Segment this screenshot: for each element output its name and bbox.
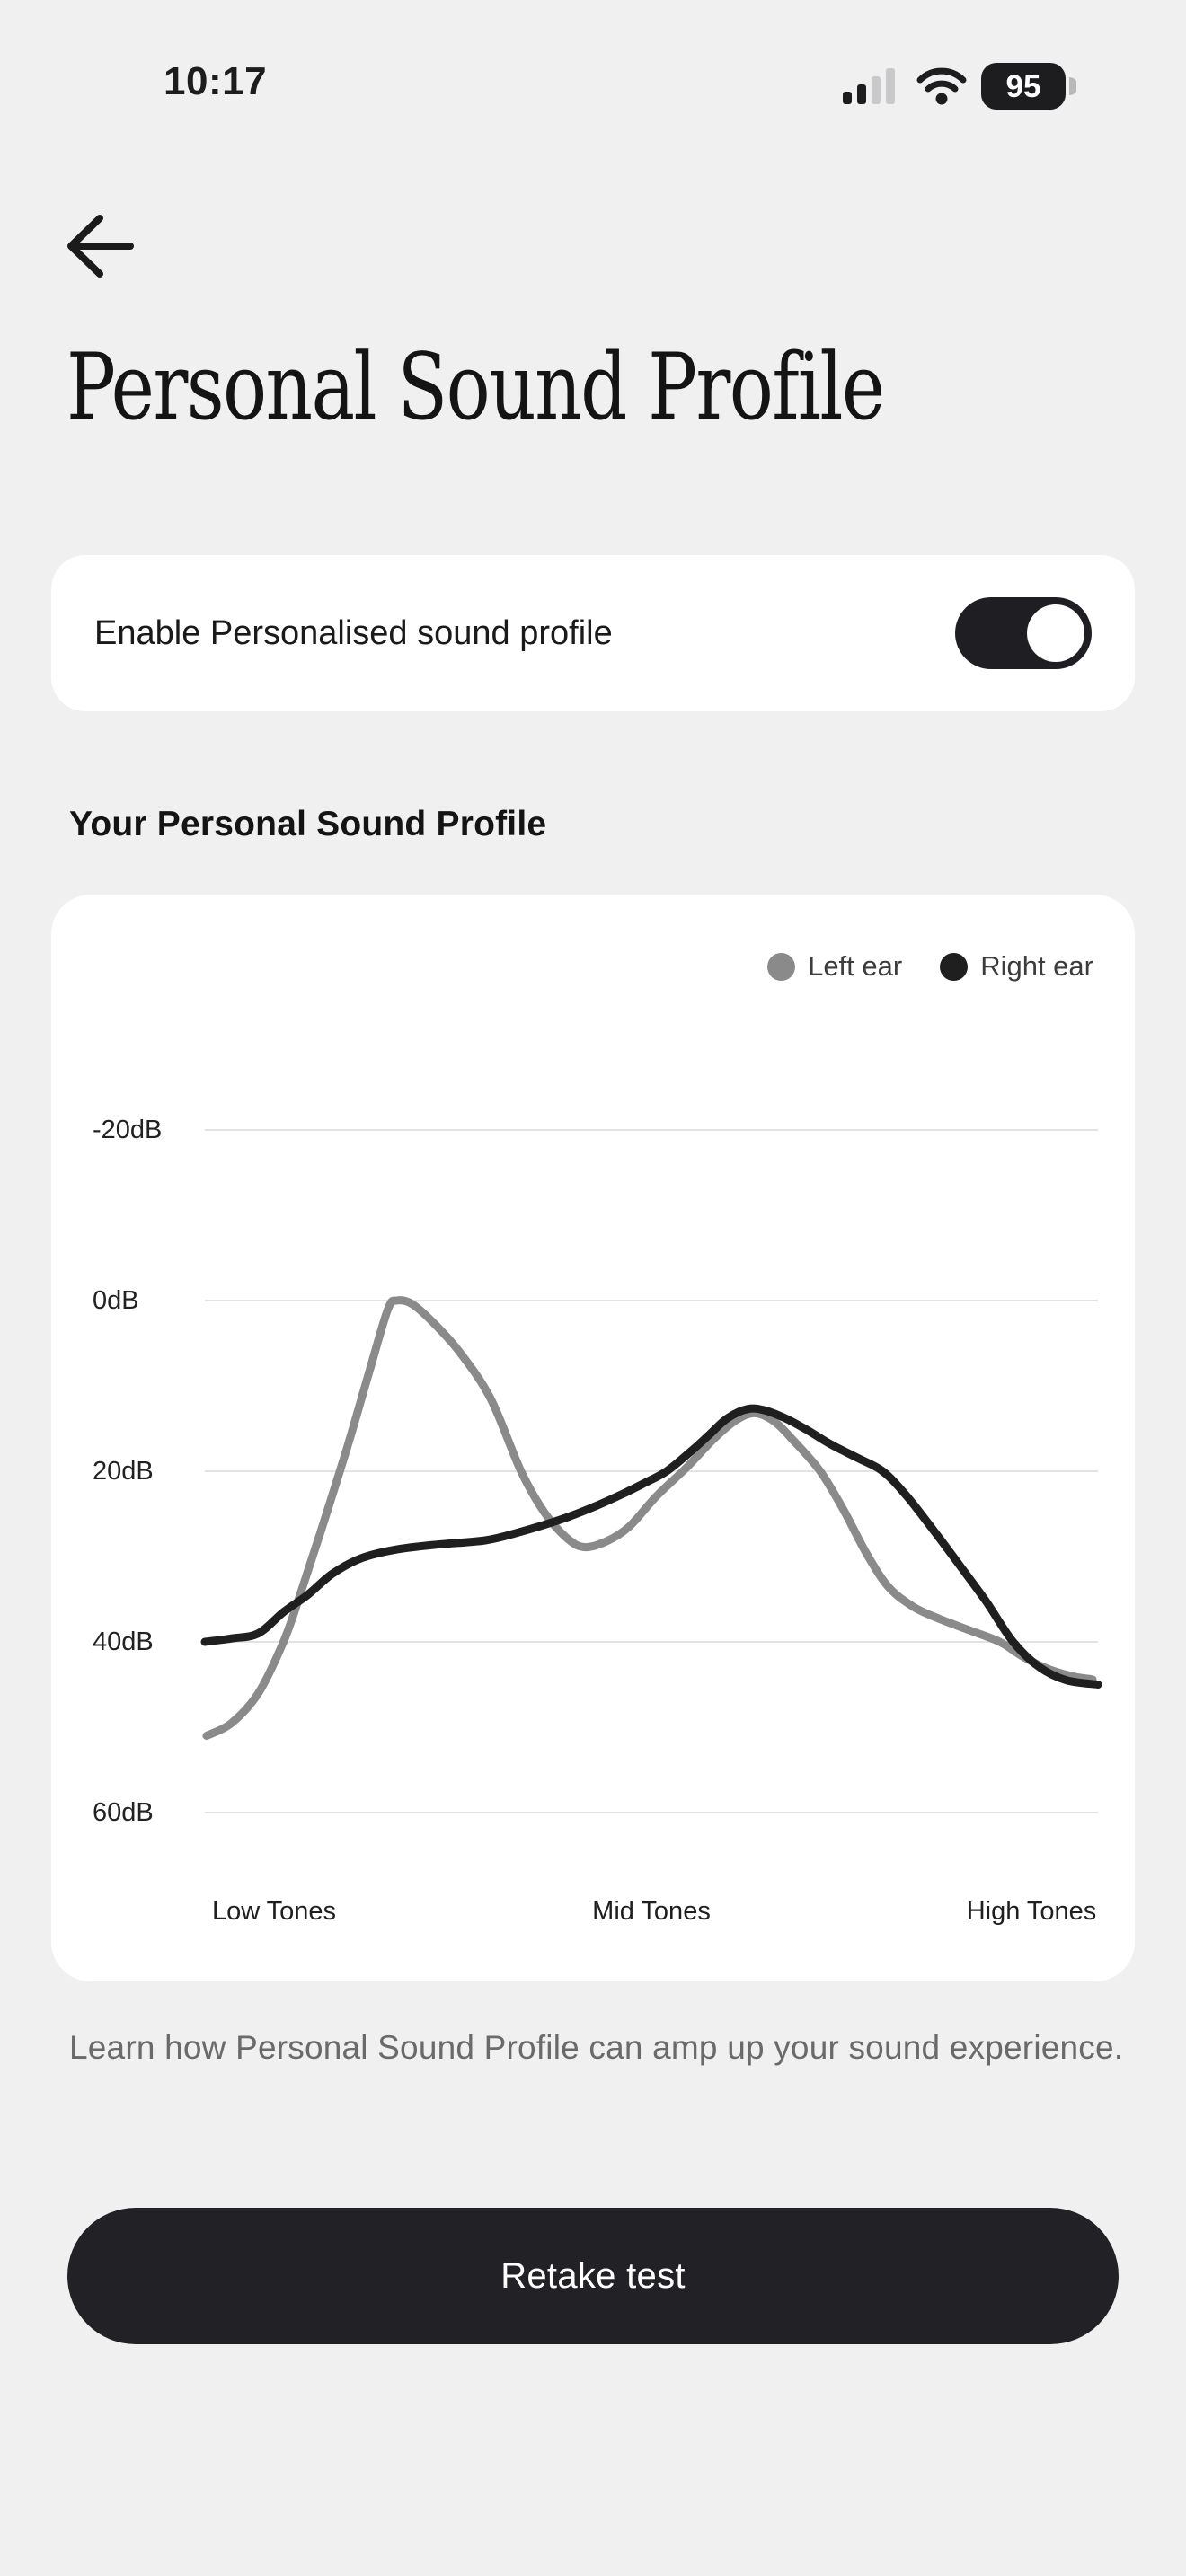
cellular-signal-icon (843, 66, 902, 110)
legend-label: Right ear (980, 950, 1093, 982)
left-ear-curve (202, 1296, 1097, 1740)
x-axis-label: Low Tones (211, 1897, 337, 1926)
y-axis-label: -20dB (93, 1116, 163, 1144)
legend-item-left-ear: Left ear (767, 950, 902, 983)
toggle-knob (1027, 604, 1084, 662)
enable-profile-toggle[interactable] (955, 597, 1092, 669)
battery-level-text: 95 (1006, 69, 1041, 104)
sound-profile-chart (200, 1129, 1102, 1813)
status-icons: 95 (843, 62, 1078, 114)
chart-section-heading: Your Personal Sound Profile (69, 805, 547, 843)
x-axis-label: Mid Tones (592, 1897, 711, 1926)
enable-profile-label: Enable Personalised sound profile (94, 613, 613, 652)
back-arrow-icon (64, 215, 136, 283)
sound-profile-chart-card: Left ear Right ear -20dB 0dB 20dB 40dB 60dB L… (51, 895, 1135, 1981)
back-button[interactable] (63, 212, 137, 282)
status-time: 10:17 (164, 59, 268, 103)
retake-test-button[interactable]: Retake test (67, 2208, 1119, 2344)
y-axis-label: 0dB (93, 1286, 139, 1315)
left-ear-dot-icon (767, 952, 796, 981)
x-axis-label: High Tones (966, 1897, 1097, 1926)
right-ear-dot-icon (940, 952, 969, 981)
y-axis-label: 20dB (93, 1457, 154, 1486)
battery-icon: 95 (981, 62, 1078, 114)
right-ear-curve (200, 1404, 1102, 1689)
page-title: Personal Sound Profile (66, 334, 885, 441)
enable-profile-card: Enable Personalised sound profile (51, 555, 1135, 711)
chart-legend: Left ear Right ear (767, 950, 1093, 983)
wifi-icon (916, 66, 967, 110)
legend-label: Left ear (808, 950, 903, 982)
y-axis-label: 40dB (93, 1628, 154, 1656)
description-text: Learn how Personal Sound Profile can amp… (69, 2029, 1124, 2066)
legend-item-right-ear: Right ear (940, 950, 1093, 983)
y-axis-label: 60dB (93, 1798, 154, 1827)
